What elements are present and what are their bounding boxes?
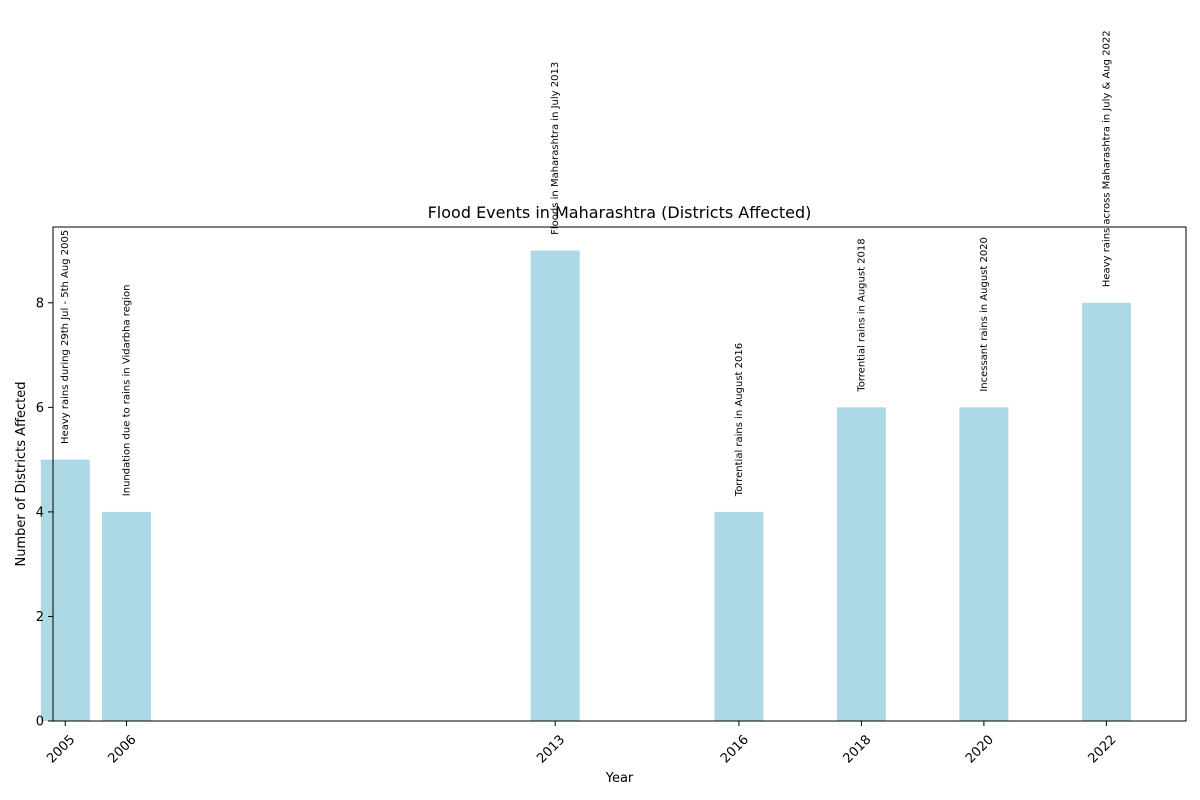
y-axis-ticks: 0 2 4 6 8 [36, 296, 53, 730]
bars-group [40, 250, 1131, 721]
x-tick-label: 2020 [963, 732, 997, 766]
bar-2022 [1081, 302, 1131, 721]
chart-title: Flood Events in Maharashtra (Districts A… [428, 203, 812, 222]
bar-2018 [836, 407, 886, 721]
bar-annotation: Torrential rains in August 2016 [734, 343, 745, 497]
x-tick-label: 2016 [718, 732, 752, 766]
bar-annotation: Torrential rains in August 2018 [856, 238, 867, 392]
bar-2016 [714, 511, 764, 721]
y-tick-label: 4 [36, 505, 44, 520]
bar-annotation: Inundation due to rains in Vidarbha regi… [121, 285, 132, 497]
y-tick-label: 0 [36, 715, 44, 730]
y-tick-label: 8 [36, 296, 44, 311]
x-tick-label: 2022 [1085, 732, 1119, 766]
bar-2013 [530, 250, 580, 721]
y-tick-label: 2 [36, 610, 44, 625]
x-axis-ticks: 2005 2006 2013 2016 2018 2020 2022 [44, 721, 1119, 766]
bar-2006 [101, 511, 151, 721]
x-tick-label: 2005 [44, 732, 78, 766]
bar-annotation: Heavy rains during 29th Jul - 5th Aug 20… [60, 230, 71, 444]
bar-2020 [959, 407, 1009, 721]
bar-annotation: Floods in Maharashtra in July 2013 [550, 62, 561, 235]
bar-annotation: Incessant rains in August 2020 [979, 237, 990, 392]
annotations-group: Heavy rains during 29th Jul - 5th Aug 20… [60, 30, 1112, 497]
x-tick-label: 2013 [534, 732, 568, 766]
plot-frame [52, 226, 1187, 722]
x-axis-title: Year [605, 771, 634, 786]
bar-2005 [40, 459, 90, 721]
y-tick-label: 6 [36, 401, 44, 416]
x-tick-label: 2018 [840, 732, 874, 766]
x-tick-label: 2006 [106, 732, 140, 766]
y-axis-title: Number of Districts Affected [14, 382, 29, 567]
bar-annotation: Heavy rains across Maharashtra in July &… [1101, 30, 1112, 287]
